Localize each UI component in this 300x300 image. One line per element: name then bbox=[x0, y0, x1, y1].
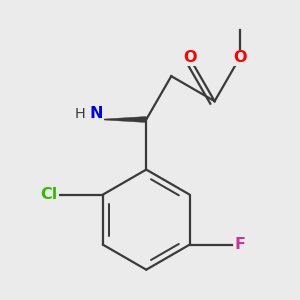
Text: H: H bbox=[74, 106, 85, 121]
Text: O: O bbox=[183, 50, 196, 65]
Text: F: F bbox=[235, 237, 246, 252]
Text: N: N bbox=[89, 106, 103, 121]
Polygon shape bbox=[96, 116, 146, 122]
Text: O: O bbox=[233, 50, 246, 65]
Text: Cl: Cl bbox=[40, 187, 58, 202]
